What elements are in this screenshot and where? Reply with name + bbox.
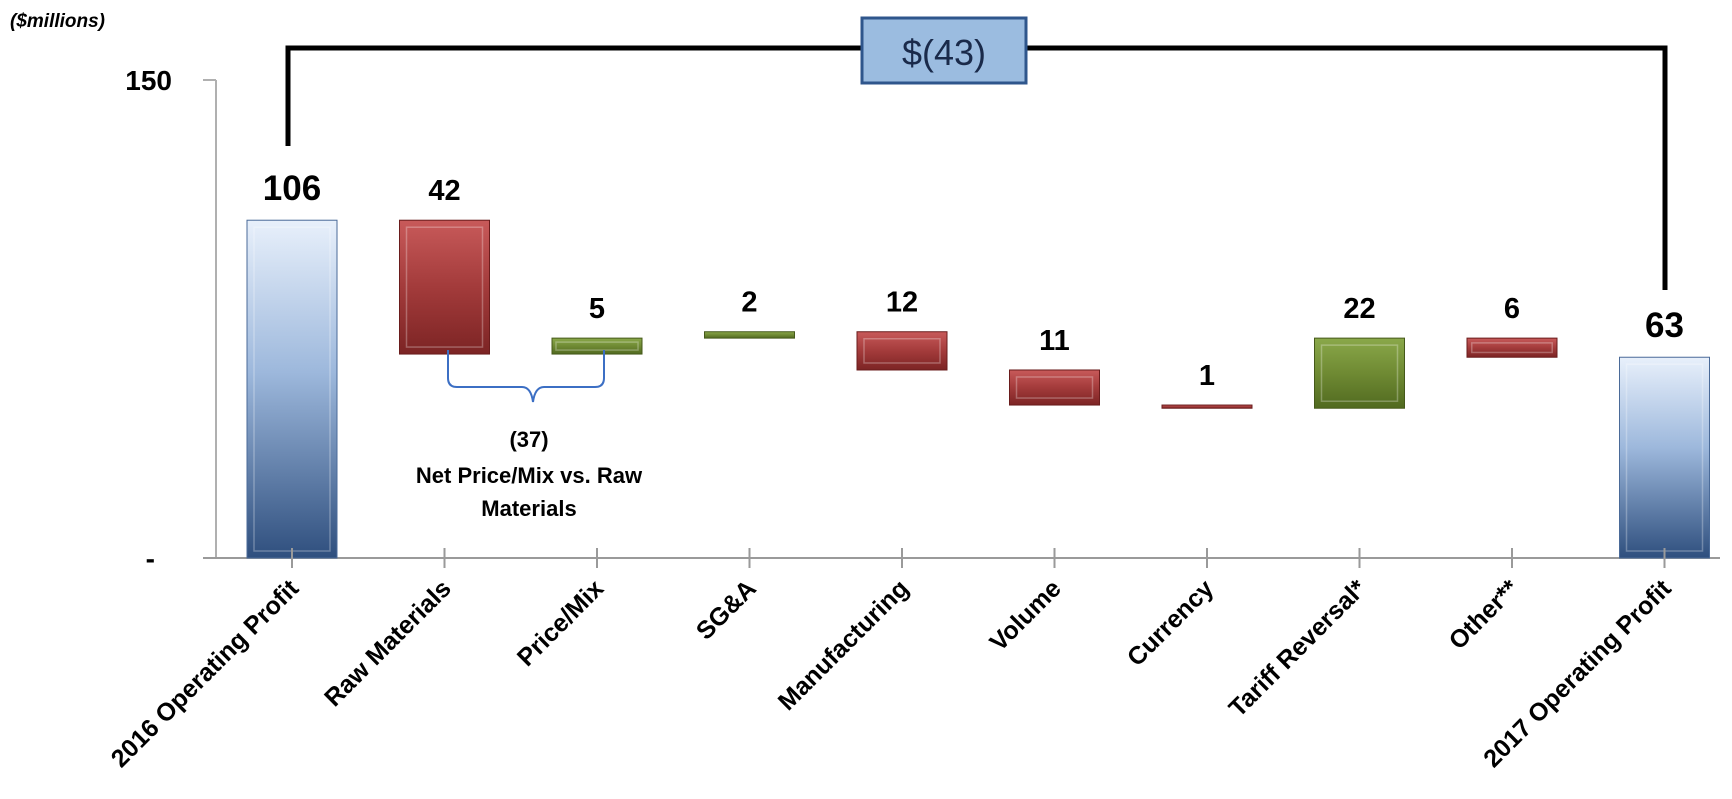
data-label-7: 22 [1343,293,1375,325]
bar-body-3 [704,331,795,339]
y-tick-label-top: 150 [125,65,172,96]
bar-body-1 [399,219,490,355]
bar-body-9 [1619,356,1710,559]
bar-2 [551,337,643,355]
bar-bevel-2 [555,341,639,351]
total-change-label: $(43) [902,32,986,73]
bar-bevel-8 [1471,342,1553,354]
bar-body-8 [1466,337,1558,358]
bar-body-2 [551,337,643,355]
bar-bevel-7 [1320,344,1399,402]
x-tick-label-7: Tariff Reversal* [1224,574,1372,722]
x-tick-label-1: Raw Materials [319,574,457,712]
data-label-5: 11 [1039,325,1070,357]
bar-5 [1009,369,1100,406]
x-tick-label-2: Price/Mix [512,574,609,671]
net-price-mix-value: (37) [509,427,548,452]
x-tick-label-8: Other** [1444,574,1525,655]
bars-layer [246,219,1710,559]
units-label: ($millions) [10,11,105,32]
bar-9 [1619,356,1710,559]
bar-4 [856,331,948,371]
data-label-8: 6 [1504,293,1520,325]
x-tick-label-5: Volume [984,574,1066,656]
bar-body-5 [1009,369,1100,406]
bar-body-4 [856,331,948,371]
bar-3 [704,331,795,339]
x-tick-labels: 2016 Operating Profit Raw Materials Price/… [106,574,1678,773]
bar-0 [246,219,338,559]
data-label-9: 63 [1645,306,1684,345]
x-tick-label-6: Currency [1122,574,1219,671]
x-tick-label-3: SG&A [691,574,762,645]
bar-body-6 [1161,404,1253,409]
data-label-1: 42 [428,175,460,207]
data-label-4: 12 [886,287,918,319]
data-label-6: 1 [1199,360,1215,392]
bar-6 [1161,404,1253,409]
x-tick-label-4: Manufacturing [773,574,915,716]
bar-bevel-1 [405,226,484,348]
bar-bevel-4 [863,337,941,364]
net-price-mix-brace [447,350,605,403]
bar-body-0 [246,219,338,559]
x-tick-label-0: 2016 Operating Profit [106,574,305,773]
net-price-mix-label-line1: Net Price/Mix vs. Raw [416,463,643,488]
net-price-mix-label-line2: Materials [481,496,576,521]
bar-1 [399,219,490,355]
bar-bevel-5 [1015,376,1094,399]
bar-7 [1314,337,1405,409]
data-label-0: 106 [263,169,321,208]
total-change-callout-box [860,16,1028,85]
data-label-2: 5 [589,293,605,325]
bar-8 [1466,337,1558,358]
data-label-3: 2 [741,287,757,319]
bar-body-7 [1314,337,1405,409]
x-tick-marks [291,548,1666,568]
y-tick-label-bottom: - [146,543,155,574]
